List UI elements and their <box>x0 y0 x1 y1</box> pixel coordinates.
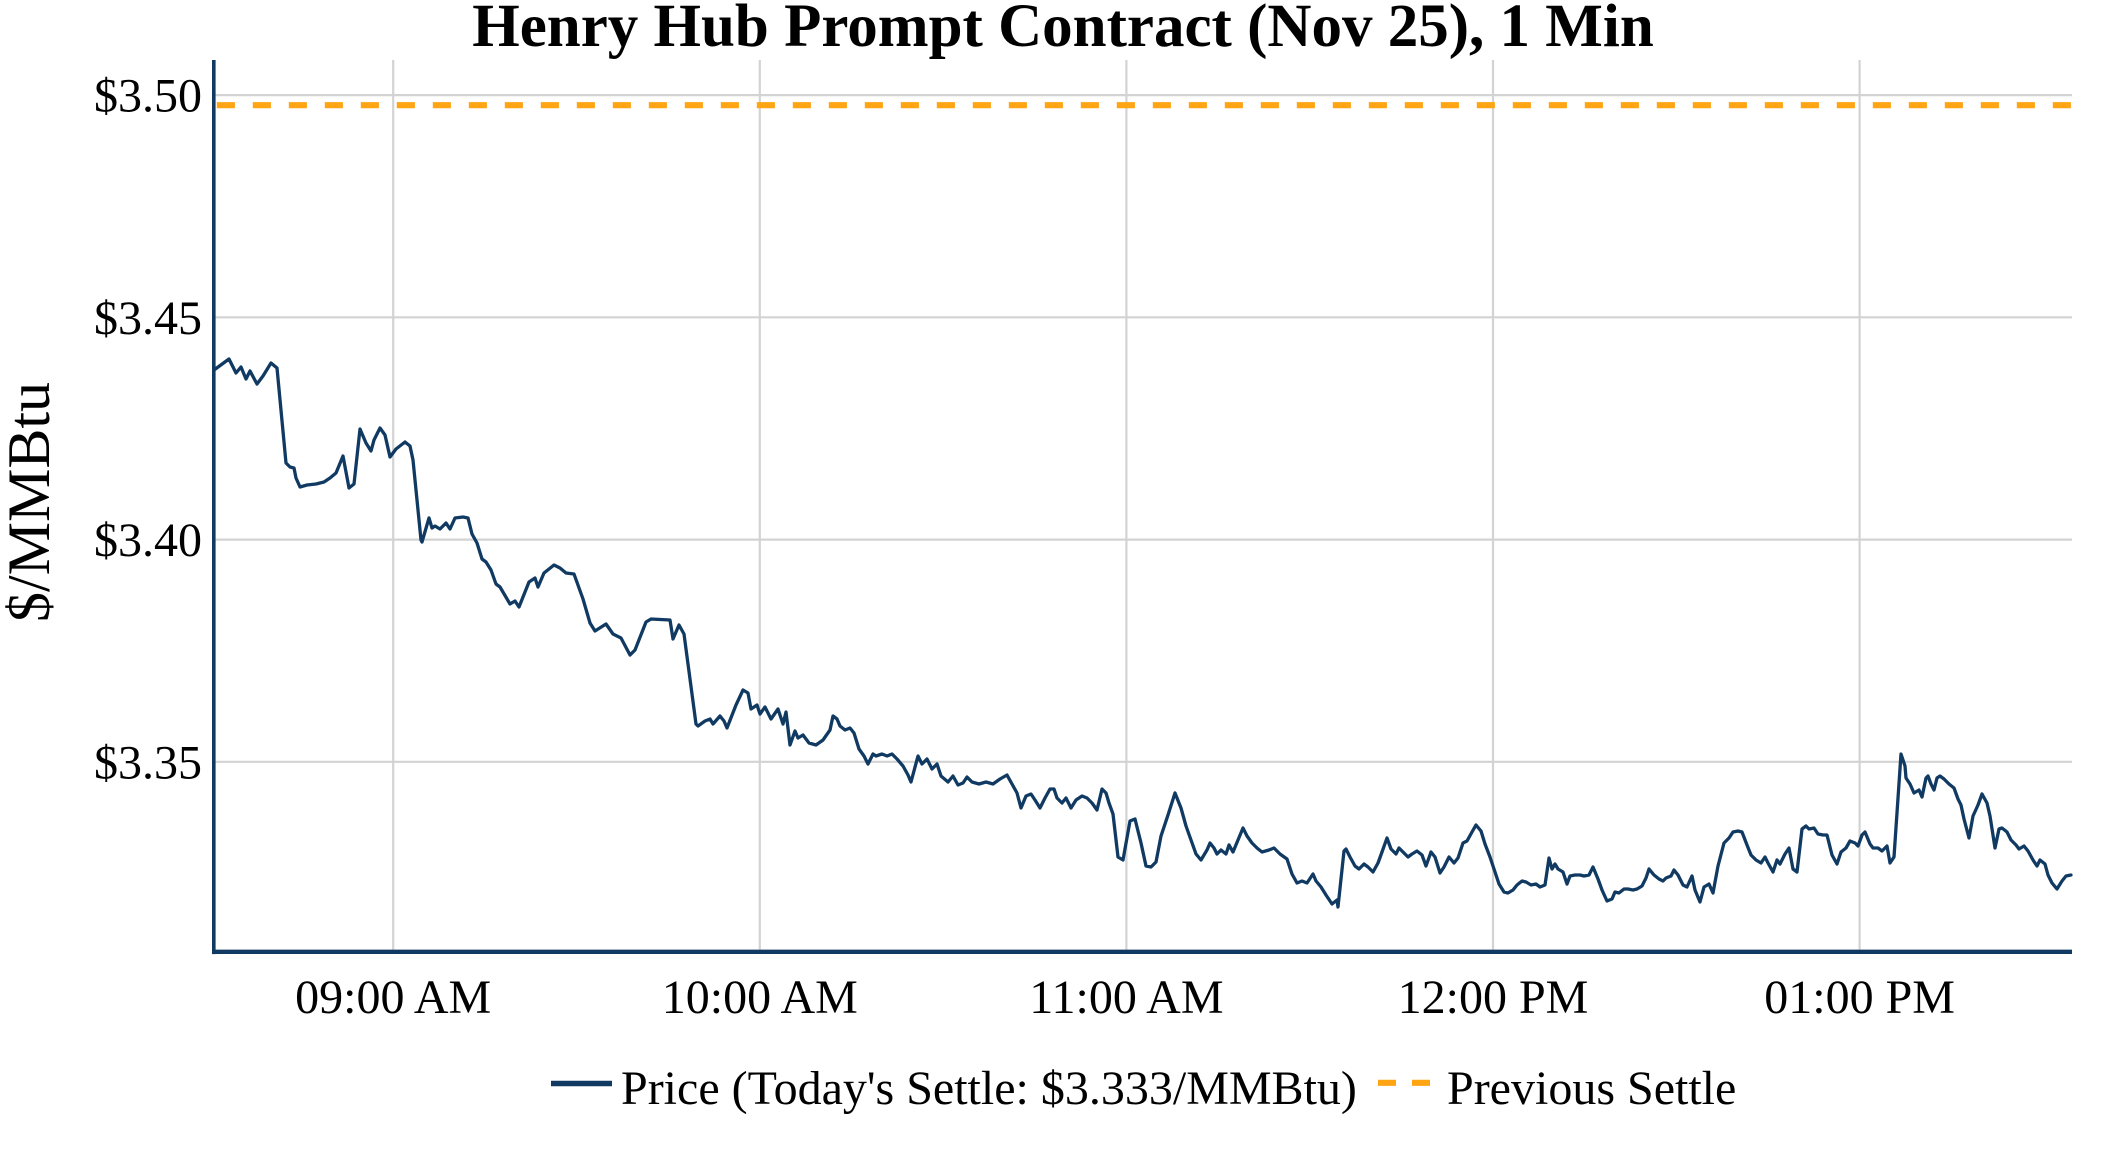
svg-text:12:00 PM: 12:00 PM <box>1398 971 1589 1024</box>
svg-text:Price (Today's Settle: $3.333/: Price (Today's Settle: $3.333/MMBtu) <box>621 1062 1357 1115</box>
svg-text:$3.50: $3.50 <box>94 70 202 123</box>
svg-text:01:00 PM: 01:00 PM <box>1764 971 1955 1024</box>
svg-text:09:00 AM: 09:00 AM <box>295 971 491 1024</box>
svg-text:$/MMBtu: $/MMBtu <box>0 382 62 622</box>
svg-text:Previous Settle: Previous Settle <box>1447 1062 1736 1115</box>
svg-text:$3.40: $3.40 <box>94 514 202 567</box>
svg-text:11:00 AM: 11:00 AM <box>1029 971 1223 1024</box>
svg-text:$3.45: $3.45 <box>94 292 202 345</box>
svg-text:$3.35: $3.35 <box>94 736 202 789</box>
svg-text:Henry Hub Prompt Contract (Nov: Henry Hub Prompt Contract (Nov 25), 1 Mi… <box>472 0 1654 60</box>
svg-text:10:00 AM: 10:00 AM <box>662 971 858 1024</box>
